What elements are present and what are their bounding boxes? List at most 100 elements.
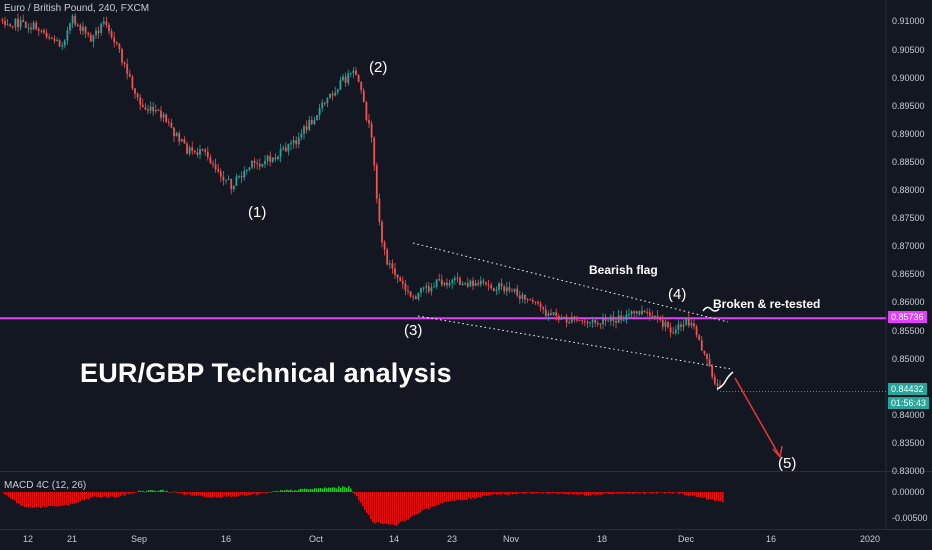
macd-bar [318,488,320,492]
macd-bar [38,492,40,508]
price-candle [498,281,500,294]
time-tick-label: 16 [220,534,232,544]
macd-bar [336,488,338,492]
macd-bar [94,492,96,497]
price-candle [487,279,490,291]
macd-bar [618,492,620,494]
macd-bar [80,492,82,501]
price-candle [292,136,295,149]
macd-bar [536,492,538,493]
macd-bar [500,492,502,495]
macd-bar [138,490,140,492]
macd-bar [468,492,470,499]
price-candle [295,136,298,149]
price-tick-label: 0.90000 [892,72,925,83]
macd-bar [260,492,262,494]
price-candle [175,131,178,137]
macd-bar [586,492,588,496]
macd-bar [690,492,692,496]
price-candle [115,40,118,46]
price-candle [482,278,485,286]
price-candle [287,143,290,156]
price-candle [308,115,311,132]
wave-3-label: (3) [404,322,423,339]
price-candle [711,363,714,380]
macd-bar [8,492,10,497]
macd-bar [494,492,496,495]
bearish-flag-label: Bearish flag [589,263,658,277]
wave-4-label: (4) [668,286,687,303]
price-candle [342,73,344,82]
macd-bar [202,492,204,497]
price-candle [214,158,217,173]
price-candle [300,128,303,141]
macd-bar [2,492,4,493]
macd-bar [594,492,596,495]
macd-bar [228,492,230,496]
price-candle [526,297,529,303]
macd-bar [372,492,374,523]
price-candle [131,74,134,91]
price-candle [391,259,394,274]
price-candle [560,314,563,321]
time-tick-label: 21 [66,534,78,544]
price-candle [461,281,464,286]
macd-bar [224,492,226,496]
macd-bar [682,492,684,494]
macd-bar [68,492,70,506]
macd-bar [164,491,166,493]
macd-tick-label: 0.00000 [892,487,925,497]
macd-bar [588,492,590,496]
macd-bar [566,492,568,495]
macd-bar [4,492,6,495]
macd-bar [308,489,310,492]
macd-bar [636,492,638,493]
macd-bar [86,492,88,499]
macd-bar [354,492,356,495]
price-candle [563,316,565,320]
price-candle [22,14,25,23]
macd-bar [694,492,696,496]
macd-bar [638,492,640,494]
macd-bar [154,490,156,492]
price-candle [492,287,495,292]
price-candle [256,159,259,170]
macd-bar [266,492,268,494]
price-candle [630,310,633,319]
macd-bar [126,492,128,494]
macd-bar [666,492,668,493]
macd-bar [402,492,404,521]
macd-bar [626,492,628,494]
macd-bar [166,490,168,492]
macd-bar [404,492,406,522]
price-candle [573,315,576,323]
price-candle [368,113,370,129]
macd-bar [704,492,706,498]
price-candle [643,310,646,313]
macd-bar [300,488,302,492]
price-tick-label: 0.86000 [892,297,925,308]
macd-bar [534,492,536,494]
price-candle [329,93,331,99]
macd-bar [134,492,136,493]
price-candle [417,292,420,301]
price-candle [336,88,339,96]
macd-bar [332,487,334,492]
macd-bar [244,492,246,496]
macd-bar [246,492,248,496]
macd-bar [400,492,402,522]
price-candle [264,155,266,168]
macd-bar [32,492,34,509]
macd-bar [152,490,154,492]
price-candle [651,311,654,320]
macd-bar [12,492,14,500]
price-candle [544,304,547,318]
time-tick-label: Oct [308,534,324,544]
macd-bar [178,492,180,493]
price-candle [690,317,693,329]
macd-bar [720,492,722,502]
price-candle [604,314,607,327]
price-candle [152,101,155,116]
price-candle [69,22,71,35]
